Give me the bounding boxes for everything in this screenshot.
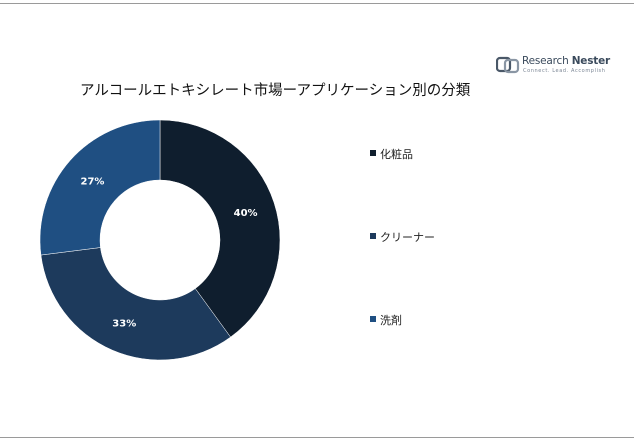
legend-label: 化粧品 — [380, 148, 413, 161]
top-divider — [0, 3, 634, 4]
legend-swatch — [370, 316, 376, 322]
bottom-divider — [0, 437, 634, 438]
legend-label: 洗剤 — [380, 314, 402, 327]
logo-tagline: Connect. Lead. Accomplish — [523, 68, 606, 74]
research-nester-logo: Research Nester Connect. Lead. Accomplis… — [496, 54, 610, 78]
legend-swatch — [370, 233, 376, 239]
legend-label: クリーナー — [380, 231, 435, 244]
donut-slice-3 — [39, 119, 161, 256]
logo-icon — [496, 56, 520, 74]
logo-name: Research Nester — [522, 55, 610, 67]
slice-value-label-1: 40% — [234, 208, 258, 219]
legend-swatch — [370, 150, 376, 156]
donut-slice-1 — [159, 119, 281, 338]
slice-value-label-2: 33% — [112, 319, 136, 330]
slice-value-label-3: 27% — [81, 176, 105, 187]
donut-slice-2 — [40, 247, 231, 361]
chart-title: アルコールエトキシレート市場ーアプリケーション別の分類 — [80, 83, 471, 99]
